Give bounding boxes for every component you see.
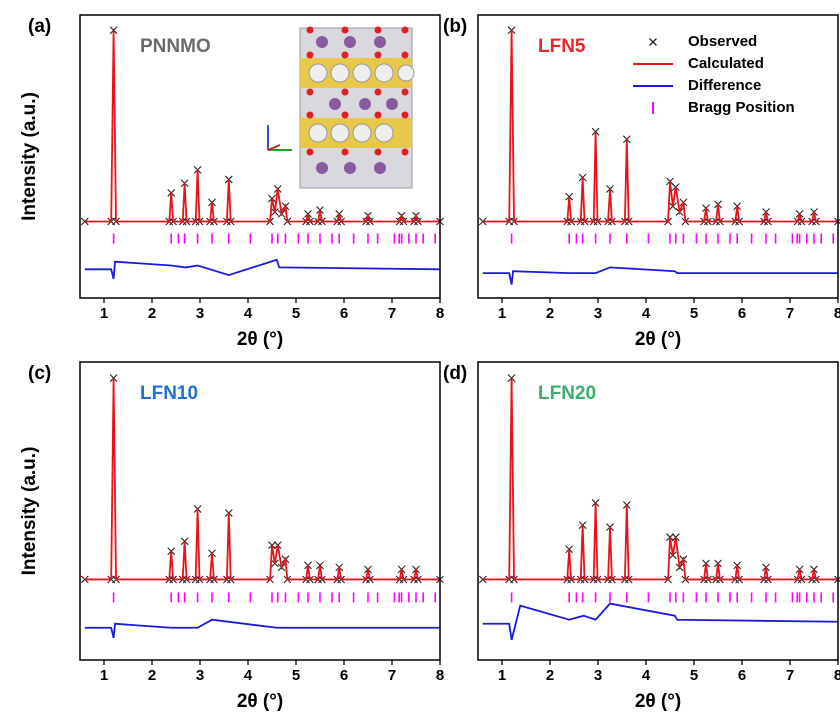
x-tick-label: 6 xyxy=(738,667,746,684)
legend-label: Calculated xyxy=(688,55,764,72)
x-axis-label: 2θ (°) xyxy=(635,691,681,712)
sample-title: LFN5 xyxy=(538,36,586,57)
x-tick-label: 8 xyxy=(834,667,840,684)
plot-frame xyxy=(477,361,839,661)
profile-line xyxy=(482,378,838,581)
profile-line xyxy=(84,378,440,581)
y-axis-label: Intensity (a.u.) xyxy=(19,447,40,576)
x-tick-label: 8 xyxy=(436,667,444,684)
sample-title: LFN10 xyxy=(140,383,198,404)
x-tick-label: 4 xyxy=(244,305,253,322)
x-axis-label: 2θ (°) xyxy=(635,329,681,350)
x-tick-label: 5 xyxy=(292,667,300,684)
x-tick-label: 5 xyxy=(690,305,698,322)
sample-title: LFN20 xyxy=(538,383,596,404)
legend-label: Difference xyxy=(688,77,761,94)
profile-line xyxy=(84,30,440,223)
profile-line xyxy=(482,602,839,641)
x-axis-label: 2θ (°) xyxy=(237,691,283,712)
x-tick-label: 7 xyxy=(786,305,794,322)
sample-title: PNNMO xyxy=(140,36,211,57)
legend-symbol xyxy=(649,38,657,46)
x-tick-label: 7 xyxy=(388,305,396,322)
profile-line xyxy=(482,30,838,223)
x-tick-label: 6 xyxy=(738,305,746,322)
plot-frame xyxy=(477,14,839,299)
x-tick-label: 1 xyxy=(100,667,108,684)
x-tick-label: 7 xyxy=(786,667,794,684)
x-tick-label: 6 xyxy=(340,667,348,684)
x-tick-label: 4 xyxy=(642,667,651,684)
x-tick-label: 8 xyxy=(834,305,840,322)
legend-label: Bragg Position xyxy=(688,99,795,116)
x-tick-label: 4 xyxy=(244,667,253,684)
crystal-inset xyxy=(267,26,415,189)
legend-label: Observed xyxy=(688,33,757,50)
x-tick-label: 1 xyxy=(498,667,506,684)
panel-label: (d) xyxy=(443,363,467,384)
profile-line xyxy=(84,618,440,639)
x-tick-label: 5 xyxy=(690,667,698,684)
plot-frame xyxy=(79,361,441,661)
x-tick-label: 3 xyxy=(196,305,204,322)
panel-label: (b) xyxy=(443,16,467,37)
x-tick-label: 3 xyxy=(594,667,602,684)
profile-line xyxy=(482,266,838,285)
panel-label: (a) xyxy=(28,16,51,37)
x-axis-label: 2θ (°) xyxy=(237,329,283,350)
panel-label: (c) xyxy=(28,363,51,384)
x-tick-label: 1 xyxy=(498,305,506,322)
profile-line xyxy=(84,258,441,280)
x-tick-label: 3 xyxy=(594,305,602,322)
y-axis-label: Intensity (a.u.) xyxy=(19,92,40,221)
x-tick-label: 2 xyxy=(148,667,156,684)
x-tick-label: 3 xyxy=(196,667,204,684)
x-tick-label: 4 xyxy=(642,305,651,322)
x-tick-label: 8 xyxy=(436,305,444,322)
x-tick-label: 2 xyxy=(546,667,554,684)
x-tick-label: 2 xyxy=(546,305,554,322)
x-tick-label: 5 xyxy=(292,305,300,322)
plot-frame xyxy=(79,14,441,299)
x-tick-label: 2 xyxy=(148,305,156,322)
x-tick-label: 1 xyxy=(100,305,108,322)
x-tick-label: 7 xyxy=(388,667,396,684)
x-tick-label: 6 xyxy=(340,305,348,322)
